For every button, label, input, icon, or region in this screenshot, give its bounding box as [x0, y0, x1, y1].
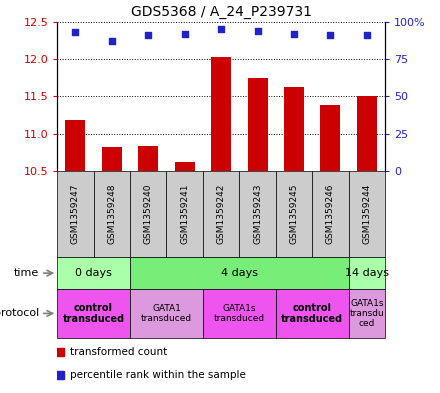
Text: GSM1359246: GSM1359246 [326, 184, 335, 244]
Bar [348, 289, 385, 338]
Point [327, 32, 334, 38]
Text: GSM1359242: GSM1359242 [216, 184, 226, 244]
Point [108, 38, 115, 44]
Point [254, 28, 261, 34]
Text: control
transduced: control transduced [62, 303, 125, 324]
Text: GSM1359241: GSM1359241 [180, 184, 189, 244]
Text: GSM1359240: GSM1359240 [144, 184, 153, 244]
Bar [203, 171, 239, 257]
Text: GATA1
transduced: GATA1 transduced [141, 304, 192, 323]
Text: GSM1359245: GSM1359245 [290, 184, 298, 244]
Text: GATA1s
transdu
ced: GATA1s transdu ced [349, 299, 384, 328]
Title: GDS5368 / A_24_P239731: GDS5368 / A_24_P239731 [131, 5, 312, 19]
Point [181, 30, 188, 37]
Bar [276, 289, 348, 338]
Bar [57, 171, 94, 257]
Text: 4 days: 4 days [221, 268, 258, 278]
Bar [320, 105, 341, 171]
Text: time: time [14, 268, 39, 278]
Bar [284, 87, 304, 171]
Bar [130, 171, 166, 257]
Point [218, 26, 225, 32]
Bar [276, 171, 312, 257]
Point [363, 32, 370, 38]
Text: GSM1359247: GSM1359247 [71, 184, 80, 244]
Text: 14 days: 14 days [345, 268, 389, 278]
Bar [175, 162, 194, 171]
Bar [248, 78, 268, 171]
Text: GATA1s
transduced: GATA1s transduced [214, 304, 265, 323]
Bar [203, 289, 276, 338]
Bar [357, 96, 377, 171]
Point [72, 29, 79, 35]
Text: percentile rank within the sample: percentile rank within the sample [70, 370, 246, 380]
Bar [348, 257, 385, 289]
Bar [66, 120, 85, 171]
Bar [130, 257, 348, 289]
Bar [239, 171, 276, 257]
Text: GSM1359248: GSM1359248 [107, 184, 116, 244]
Point [290, 30, 297, 37]
Bar [102, 147, 122, 171]
Bar [94, 171, 130, 257]
Text: GSM1359244: GSM1359244 [362, 184, 371, 244]
Bar [57, 257, 130, 289]
Text: 0 days: 0 days [75, 268, 112, 278]
Bar [312, 171, 348, 257]
Bar [348, 171, 385, 257]
Bar [130, 289, 203, 338]
Bar [211, 57, 231, 171]
Bar [57, 289, 130, 338]
Text: transformed count: transformed count [70, 347, 168, 357]
Bar [138, 146, 158, 171]
Bar [166, 171, 203, 257]
Point [145, 32, 152, 38]
Text: protocol: protocol [0, 309, 39, 318]
Text: GSM1359243: GSM1359243 [253, 184, 262, 244]
Text: control
transduced: control transduced [281, 303, 343, 324]
